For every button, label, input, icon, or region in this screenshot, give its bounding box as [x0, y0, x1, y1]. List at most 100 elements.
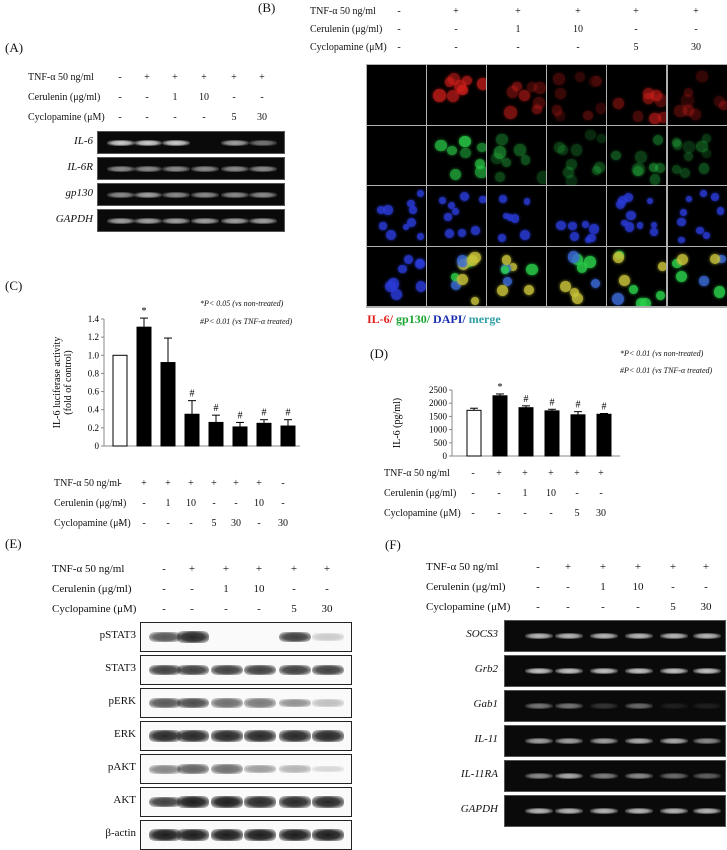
panel-b-condition-value: 5	[633, 42, 639, 53]
bar	[544, 410, 560, 457]
panel-f-gel-band	[525, 738, 553, 744]
panel-d-condition-label: Cerulenin (μg/ml)	[384, 488, 457, 499]
panel-c-condition-value: +	[211, 478, 217, 489]
panel-a-gel-band	[162, 217, 190, 224]
y-tick-label: 2000	[429, 398, 448, 408]
panel-e-blot-band	[177, 764, 209, 774]
significance-mark: #	[550, 397, 555, 408]
cell-nucleus	[506, 214, 514, 221]
cell-nucleus	[611, 151, 621, 161]
panel-f-gel-label: SOCS3	[466, 628, 498, 640]
panel-d-condition-value: 1	[522, 488, 528, 499]
cell-nucleus	[649, 174, 661, 185]
panel-e-blot-strip	[140, 787, 352, 817]
cell-nucleus	[477, 142, 487, 153]
panel-a-gel-band	[191, 165, 219, 172]
panel-e-blot-band	[312, 730, 344, 742]
panel-c-condition-value: 1	[165, 498, 171, 509]
panel-f-gel-band	[590, 738, 618, 744]
cell-nucleus	[519, 90, 531, 101]
panel-f-gel-band	[625, 633, 653, 639]
cell-nucleus	[618, 274, 630, 286]
significance-mark: #	[214, 403, 219, 414]
panel-c-condition-value: 30	[231, 518, 241, 529]
panel-c-condition-value: -	[257, 518, 261, 529]
cell-nucleus	[621, 219, 628, 227]
panel-e-blot-band	[244, 698, 276, 708]
panel-f-gel-band	[555, 633, 583, 639]
bar	[136, 326, 152, 447]
cell-nucleus	[498, 233, 507, 242]
cell-nucleus	[711, 193, 719, 201]
panel-a-condition-value: +	[201, 72, 207, 83]
cell-nucleus	[672, 258, 682, 269]
cell-nucleus	[589, 224, 599, 234]
microscopy-tile	[487, 125, 547, 185]
cell-nucleus	[656, 291, 666, 301]
cell-nucleus	[523, 285, 534, 296]
panel-e-blot-band	[149, 631, 181, 643]
panel-f-gel-band	[693, 773, 721, 779]
cell-nucleus	[612, 251, 624, 263]
panel-a-condition-value: 10	[199, 92, 209, 103]
cell-nucleus	[682, 104, 695, 116]
panel-c-letter: (C)	[5, 278, 23, 293]
panel-c-condition-value: -	[189, 518, 193, 529]
cell-nucleus	[719, 100, 727, 111]
cell-nucleus	[390, 288, 403, 301]
panel-b-condition-value: +	[515, 6, 521, 17]
panel-e-blot-band	[149, 730, 181, 742]
significance-mark: *	[498, 382, 503, 393]
y-tick-label: 1.2	[88, 332, 99, 342]
panel-e-condition-value: -	[162, 563, 166, 575]
panel-f-gel-strip	[504, 620, 726, 652]
panel-d-condition-value: -	[575, 488, 579, 499]
cell-nucleus	[592, 165, 602, 175]
cell-nucleus	[551, 105, 563, 116]
panel-c-condition-label: Cerulenin (μg/ml)	[54, 498, 127, 509]
panel-e-condition-value: +	[255, 563, 263, 575]
cell-nucleus	[445, 228, 455, 238]
panel-a-condition-value: 30	[257, 112, 267, 123]
panel-a-gel-label: IL-6R	[67, 160, 93, 173]
panel-b-condition-value: +	[693, 6, 699, 17]
panel-e-condition-value: -	[190, 603, 194, 615]
cell-nucleus	[385, 281, 397, 293]
cell-nucleus	[451, 280, 462, 291]
panel-f-condition-value: +	[564, 561, 572, 573]
cell-nucleus	[475, 159, 486, 170]
panel-e-blot-label: ERK	[114, 728, 136, 740]
panel-f-condition-value: -	[536, 581, 540, 593]
cell-nucleus	[714, 96, 726, 108]
cell-nucleus	[674, 104, 687, 118]
panel-f-gel-band	[555, 668, 583, 674]
cell-nucleus	[510, 214, 520, 223]
panel-e-condition-value: -	[162, 583, 166, 595]
cell-nucleus	[553, 72, 566, 86]
y-tick-label: 1500	[429, 411, 448, 421]
cell-nucleus	[589, 75, 601, 88]
panel-f-gel-label: Gab1	[473, 698, 498, 710]
panel-d-condition-value: -	[471, 468, 475, 479]
panel-a-gel-band	[221, 139, 249, 146]
cell-nucleus	[379, 222, 387, 230]
cell-nucleus	[532, 104, 542, 114]
panel-f-gel-band	[625, 773, 653, 779]
panel-a-condition-value: -	[118, 72, 122, 83]
panel-e-letter: (E)	[5, 536, 22, 551]
panel-e-blot-band	[312, 633, 344, 641]
bar	[208, 421, 224, 447]
microscopy-tile	[367, 65, 427, 125]
panel-f-gel-band	[525, 703, 553, 709]
cell-nucleus	[585, 236, 592, 243]
panel-e-blot-band	[279, 664, 311, 676]
microscopy-tile	[427, 65, 487, 125]
panel-e-blot-band	[211, 664, 243, 676]
microscopy-tile	[487, 65, 547, 125]
panel-a-gel-band	[249, 217, 277, 224]
cell-nucleus	[500, 266, 509, 275]
panel-e-blot-band	[312, 699, 344, 707]
cell-nucleus	[558, 145, 568, 155]
cell-nucleus	[651, 90, 663, 102]
cell-nucleus	[415, 281, 427, 292]
